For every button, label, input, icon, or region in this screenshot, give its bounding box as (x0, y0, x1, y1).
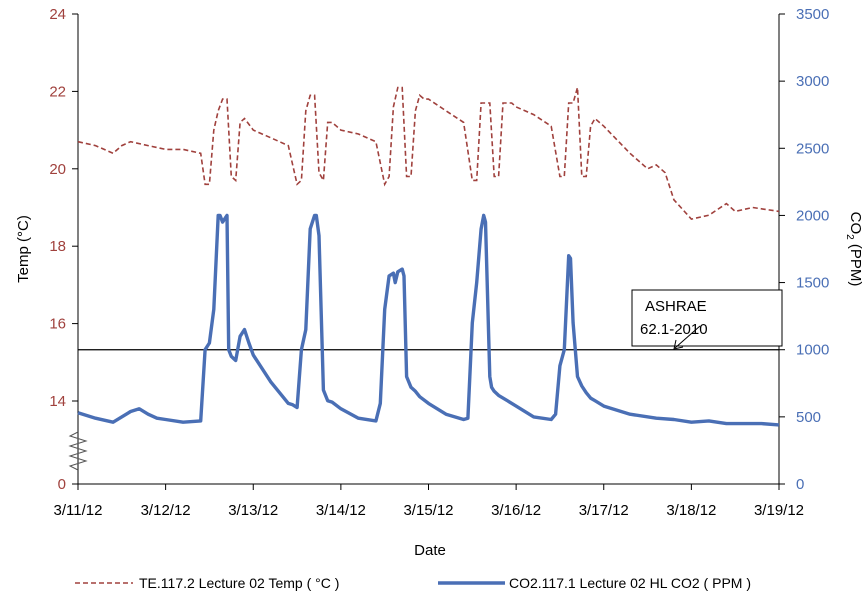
co2-series-line (77, 213, 780, 427)
right-axis: 0 500 1000 1500 2000 2500 3000 3500 (778, 6, 829, 493)
x-tick-label: 3/11/12 (54, 502, 103, 519)
left-axis: 0 14 16 18 20 22 24 (49, 6, 88, 493)
left-tick-label: 20 (49, 161, 66, 178)
annotation-arrow-line (674, 325, 701, 349)
left-tick-label: 0 (58, 476, 66, 493)
left-tick-label: 22 (49, 83, 66, 100)
legend: TE.117.2 Lecture 02 Temp ( °C ) CO2.117.… (75, 575, 751, 591)
x-tick-label: 3/19/12 (754, 502, 804, 519)
ashrae-annotation: ASHRAE 62.1-2010 (631, 289, 783, 350)
legend-temp-label: TE.117.2 Lecture 02 Temp ( °C ) (139, 575, 339, 591)
right-tick-label: 2000 (796, 207, 829, 224)
x-axis: 3/11/12 3/12/12 3/13/12 3/14/12 3/15/12 3/16/… (54, 483, 804, 519)
legend-co2-label: CO2.117.1 Lecture 02 HL CO2 ( PPM ) (509, 575, 751, 591)
x-tick-label: 3/12/12 (141, 502, 191, 519)
annotation-line-2: 62.1-2010 (640, 321, 708, 338)
x-tick-label: 3/15/12 (403, 502, 453, 519)
right-axis-title-main: CO (847, 212, 864, 235)
x-tick-label: 3/17/12 (579, 502, 629, 519)
right-tick-label: 1500 (796, 275, 829, 292)
x-tick-label: 3/13/12 (228, 502, 278, 519)
right-tick-label: 1000 (796, 342, 829, 359)
x-axis-title: Date (414, 542, 446, 559)
right-tick-label: 3000 (796, 73, 829, 90)
temp-series-line (77, 86, 780, 220)
x-axis-ticks: 3/11/12 3/12/12 3/13/12 3/14/12 3/15/12 3/16/… (54, 484, 804, 519)
axis-break-zigzag (68, 431, 88, 471)
left-tick-label: 14 (49, 393, 66, 410)
right-tick-label: 500 (796, 409, 821, 426)
x-tick-label: 3/14/12 (316, 502, 366, 519)
annotation-box (631, 289, 783, 347)
x-tick-label: 3/16/12 (491, 502, 541, 519)
right-axis-title: CO2 (PPM) (844, 212, 864, 287)
right-axis-ticks: 0 500 1000 1500 2000 2500 3000 3500 (779, 6, 829, 493)
annotation-line-1: ASHRAE (645, 298, 707, 315)
left-tick-label: 16 (49, 316, 66, 333)
left-tick-label: 18 (49, 238, 66, 255)
left-axis-title: Temp (°C) (15, 215, 32, 283)
right-tick-label: 0 (796, 476, 804, 493)
annotation-arrow-head (673, 339, 684, 350)
left-axis-ticks: 0 14 16 18 20 22 24 (49, 6, 78, 493)
right-tick-label: 3500 (796, 6, 829, 23)
right-axis-title-sub: 2 (844, 234, 855, 240)
right-axis-title-unit: (PPM) (847, 240, 864, 287)
left-tick-label: 24 (49, 6, 66, 23)
x-tick-label: 3/18/12 (666, 502, 716, 519)
right-tick-label: 2500 (796, 140, 829, 157)
